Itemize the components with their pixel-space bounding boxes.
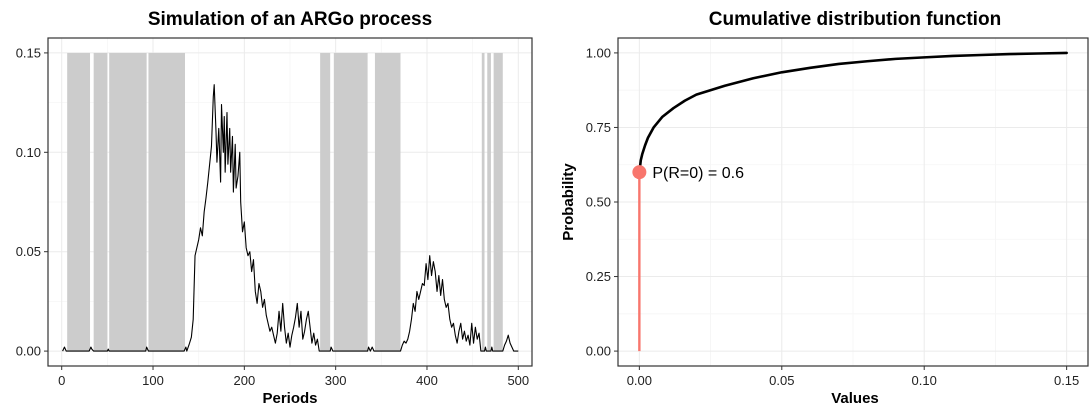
left-chart-y-axis: 0.00 0.05 0.10 0.15 <box>16 45 48 359</box>
left-shaded-region <box>333 52 368 352</box>
left-y-tick-label: 0.15 <box>16 45 41 60</box>
left-x-tick-label: 400 <box>416 373 438 388</box>
left-x-tick-label: 200 <box>233 373 255 388</box>
left-chart-series-line <box>62 84 519 352</box>
left-shaded-region <box>320 52 331 352</box>
right-chart-grid <box>618 38 1088 366</box>
right-chart-y-axis-label: Probability <box>560 163 577 241</box>
right-chart: Cumulative distribution function P(R=0) … <box>560 9 1089 407</box>
left-x-tick-label: 300 <box>325 373 347 388</box>
left-chart: Simulation of an ARGo process 0 100 200 300… <box>16 9 533 407</box>
left-y-tick-label: 0.10 <box>16 145 41 160</box>
right-x-tick-label: 0.00 <box>627 373 652 388</box>
right-x-tick-label: 0.05 <box>769 373 794 388</box>
left-y-tick-label: 0.05 <box>16 244 41 259</box>
right-chart-y-axis: 0.00 0.25 0.50 0.75 1.00 <box>586 45 618 359</box>
left-shaded-region <box>493 52 503 352</box>
left-x-tick-label: 500 <box>507 373 529 388</box>
right-chart-x-axis-label: Values <box>831 390 879 407</box>
right-x-tick-label: 0.10 <box>912 373 937 388</box>
left-shaded-region <box>148 52 185 352</box>
right-chart-title: Cumulative distribution function <box>709 9 1001 30</box>
right-chart-cdf-line <box>638 51 1068 174</box>
left-x-tick-label: 0 <box>58 373 65 388</box>
left-chart-shaded-regions <box>67 52 503 352</box>
left-chart-title: Simulation of an ARGo process <box>148 9 432 30</box>
right-y-tick-label: 0.75 <box>586 120 611 135</box>
right-y-tick-label: 0.50 <box>586 195 611 210</box>
left-shaded-region <box>67 52 91 352</box>
left-x-tick-label: 100 <box>142 373 164 388</box>
left-shaded-region <box>109 52 147 352</box>
right-y-tick-label: 0.25 <box>586 269 611 284</box>
right-y-tick-label: 1.00 <box>586 45 611 60</box>
right-chart-mass-point <box>632 165 647 180</box>
left-chart-x-axis: 0 100 200 300 400 500 <box>58 366 529 388</box>
right-y-tick-label: 0.00 <box>586 344 611 359</box>
left-y-tick-label: 0.00 <box>16 344 41 359</box>
left-shaded-region <box>93 52 108 352</box>
right-chart-mass-annotation: P(R=0) = 0.6 <box>652 165 744 182</box>
left-shaded-region <box>487 52 491 352</box>
left-chart-x-axis-label: Periods <box>262 390 317 407</box>
left-shaded-region <box>481 52 485 352</box>
left-shaded-region <box>374 52 401 352</box>
left-chart-panel-border <box>47 37 533 367</box>
right-chart-x-axis: 0.00 0.05 0.10 0.15 <box>627 366 1079 388</box>
right-x-tick-label: 0.15 <box>1054 373 1079 388</box>
